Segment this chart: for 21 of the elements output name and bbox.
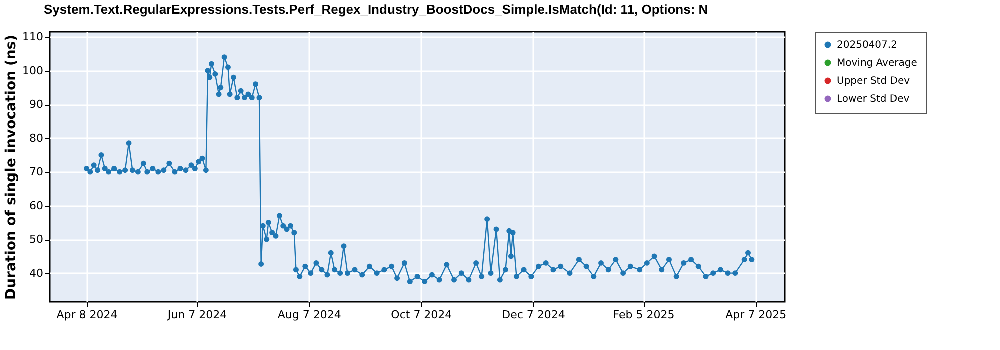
legend-label: Moving Average <box>837 58 918 69</box>
y-tick-label: 80 <box>30 132 44 145</box>
x-tick-label: Apr 7 2025 <box>726 308 787 322</box>
y-tick-label: 50 <box>30 233 44 246</box>
chart-title: System.Text.RegularExpressions.Tests.Perf_Regex_Industry_BoostDocs_Simple.IsMatch(Id: 11, Options: N <box>44 2 708 18</box>
legend-label: 20250407.2 <box>837 40 898 51</box>
legend-label: Lower Std Dev <box>837 94 910 105</box>
y-tick-label: 100 <box>22 64 44 78</box>
x-tick-label: Oct 7 2024 <box>391 308 452 322</box>
y-tick-label: 40 <box>30 266 44 280</box>
x-tick-label: Feb 5 2025 <box>613 308 675 322</box>
x-tick-label: Jun 7 2024 <box>166 308 228 322</box>
y-tick-label: 90 <box>30 98 44 112</box>
x-tick-label: Apr 8 2024 <box>56 308 118 322</box>
x-tick-label: Aug 7 2024 <box>278 308 342 322</box>
y-tick-label: 70 <box>30 166 44 179</box>
x-tick-label: Dec 7 2024 <box>502 308 566 322</box>
y-tick-label: 110 <box>22 30 44 44</box>
legend-label: Upper Std Dev <box>837 76 910 87</box>
y-tick-label: 60 <box>30 199 44 212</box>
y-axis-title: Duration of single invocation (ns) <box>4 34 20 300</box>
